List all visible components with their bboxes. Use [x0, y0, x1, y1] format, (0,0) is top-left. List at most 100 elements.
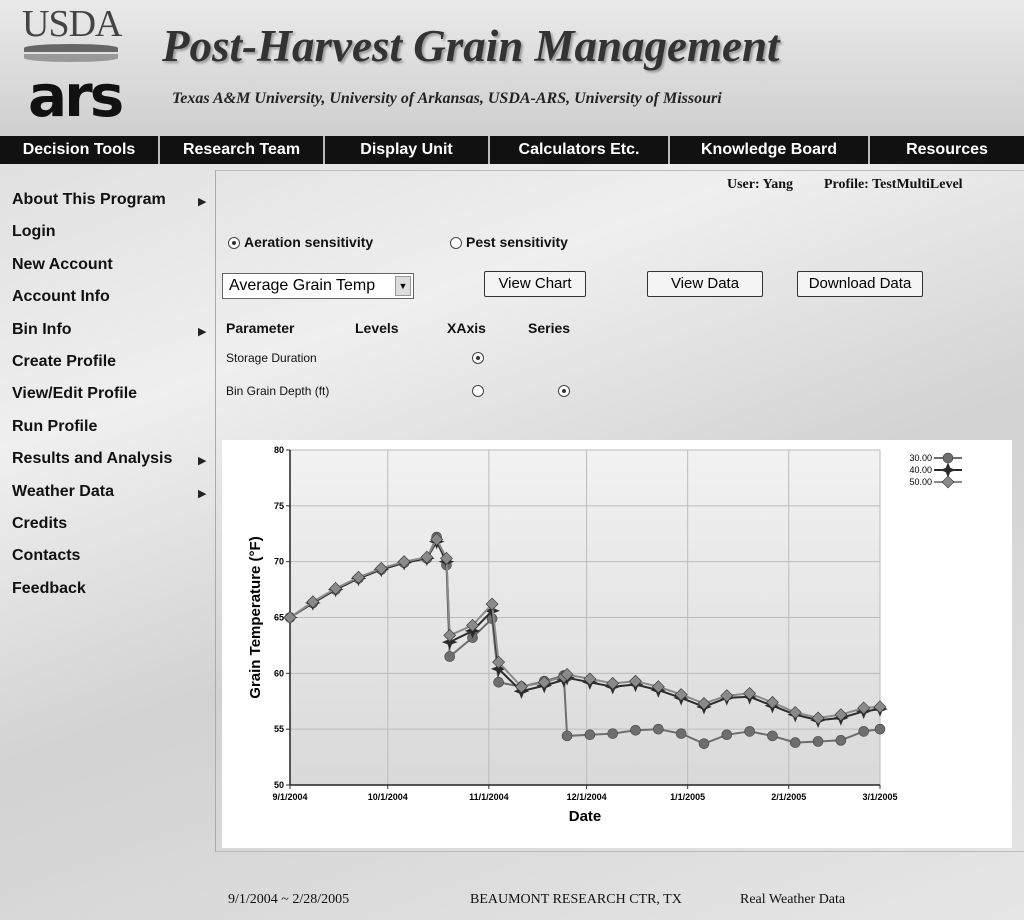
- sidebar-link[interactable]: Create Profile: [12, 353, 117, 370]
- parameter-select[interactable]: Average Grain Temp ▼: [222, 273, 414, 299]
- submenu-arrow: ▶: [198, 325, 207, 338]
- sidebar-link[interactable]: Results and Analysis: [12, 450, 173, 468]
- chart-panel: 50 55 60 65 70 75 80 9/1/2004 10/1/2004 11/1/2004…: [222, 440, 1012, 848]
- data-point: [485, 597, 499, 611]
- radio-label: Aeration sensitivity: [244, 234, 374, 250]
- data-point: [440, 551, 453, 565]
- data-point: [744, 726, 755, 737]
- logo-swoosh: [24, 44, 118, 52]
- sidebar-link[interactable]: Credits: [12, 515, 68, 532]
- data-point: [698, 738, 710, 749]
- button[interactable]: View Data: [647, 271, 763, 297]
- radio-button[interactable]: [472, 385, 484, 397]
- legend-label: 30.00: [909, 453, 932, 463]
- y-tick-label: 60: [274, 668, 284, 678]
- nav-item[interactable]: Knowledge Board: [670, 136, 870, 164]
- data-point: [306, 595, 320, 609]
- user-label: User: Yang: [727, 177, 793, 192]
- data-point: [653, 723, 664, 735]
- sidebar-link[interactable]: Feedback: [12, 579, 86, 597]
- sidebar-link[interactable]: Run Profile: [12, 417, 98, 435]
- sidebar-link[interactable]: Bin Info: [12, 320, 72, 338]
- x-axis-label: Date: [569, 808, 602, 825]
- x-tick-label: 3/1/2005: [862, 792, 897, 802]
- y-tick-label: 80: [274, 445, 284, 455]
- y-tick-label: 65: [274, 613, 284, 623]
- x-tick-label: 9/1/2004: [272, 792, 307, 802]
- header: USDA ars Post-Harvest Grain Management T…: [0, 0, 1024, 136]
- radio-button[interactable]: [558, 385, 570, 397]
- weather-source: Real Weather Data: [740, 892, 846, 907]
- submenu-arrow: ▶: [198, 455, 207, 468]
- button[interactable]: View Chart: [484, 271, 586, 297]
- submenu-arrow: ▶: [198, 196, 207, 208]
- nav-item[interactable]: Resources: [906, 141, 988, 158]
- data-point: [812, 736, 824, 747]
- sidebar-link[interactable]: About This Program: [12, 191, 166, 208]
- sidebar-link[interactable]: Contacts: [12, 547, 81, 565]
- nav-item[interactable]: Research Team: [160, 136, 325, 164]
- nav-item[interactable]: Calculators Etc.: [490, 136, 670, 164]
- sidebar-link[interactable]: Login: [12, 223, 56, 241]
- data-point: [630, 724, 641, 736]
- sidebar-link[interactable]: Account Info: [12, 288, 110, 306]
- legend-marker: [942, 452, 954, 464]
- radio-button[interactable]: [450, 237, 462, 249]
- data-point: [374, 561, 388, 575]
- y-axis-label: Grain Temperature (°F): [247, 536, 264, 698]
- nav-item[interactable]: Decision Tools: [0, 136, 160, 164]
- button[interactable]: Download Data: [797, 271, 923, 297]
- data-point: [537, 675, 551, 689]
- legend-label: 40.00: [909, 465, 932, 475]
- data-point: [743, 687, 757, 700]
- table-header: Levels: [355, 320, 399, 336]
- sidebar-link[interactable]: View/Edit Profile: [12, 385, 138, 403]
- data-point: [835, 735, 847, 746]
- radio-button[interactable]: [228, 237, 240, 249]
- data-point: [834, 708, 848, 722]
- station: BEAUMONT RESEARCH CTR, TX: [470, 892, 682, 907]
- table-header: Parameter: [226, 320, 295, 336]
- radio-button[interactable]: [472, 352, 484, 364]
- data-point: [561, 730, 573, 742]
- data-point: [352, 570, 365, 584]
- content-frame: [215, 170, 1024, 852]
- data-point: [629, 674, 642, 688]
- y-tick-label: 70: [274, 557, 284, 567]
- x-tick-label: 2/1/2005: [771, 792, 806, 802]
- data-point: [515, 680, 528, 694]
- legend-label: 50.00: [909, 477, 932, 487]
- table-header: Series: [528, 320, 571, 336]
- nav-item[interactable]: Display Unit: [325, 136, 490, 164]
- data-point: [675, 728, 687, 739]
- site-title: Post-Harvest Grain Management: [162, 21, 780, 71]
- chart: 50 55 60 65 70 75 80 9/1/2004 10/1/2004 11/1/2004…: [247, 445, 962, 825]
- sidebar-link[interactable]: New Account: [12, 255, 113, 273]
- submenu-arrow: ▶: [198, 487, 207, 500]
- data-point: [492, 655, 506, 669]
- data-point: [789, 737, 801, 748]
- logo-swoosh: [24, 54, 118, 62]
- x-tick-label: 12/1/2004: [567, 792, 607, 802]
- sidebar-link[interactable]: Weather Data: [12, 482, 114, 500]
- data-point: [788, 705, 802, 719]
- data-point: [444, 651, 456, 662]
- data-point: [873, 700, 887, 714]
- data-point: [651, 680, 665, 694]
- x-tick-label: 11/1/2004: [469, 792, 509, 802]
- data-point: [560, 668, 574, 681]
- data-point: [397, 555, 411, 569]
- y-tick-label: 50: [274, 780, 284, 790]
- table-header: XAxis: [447, 320, 486, 336]
- radio-label: Pest sensitivity: [466, 234, 568, 250]
- data-point: [874, 723, 886, 735]
- x-tick-label: 1/1/2005: [670, 792, 705, 802]
- data-point: [720, 689, 734, 703]
- site-subtitle: Texas A&M University, University of Arka…: [172, 90, 722, 107]
- logo-text: ars: [28, 62, 124, 130]
- data-point: [858, 726, 870, 737]
- data-point: [811, 711, 825, 725]
- data-point: [857, 701, 871, 715]
- parameter-name: Storage Duration: [226, 351, 317, 365]
- data-point: [441, 634, 458, 650]
